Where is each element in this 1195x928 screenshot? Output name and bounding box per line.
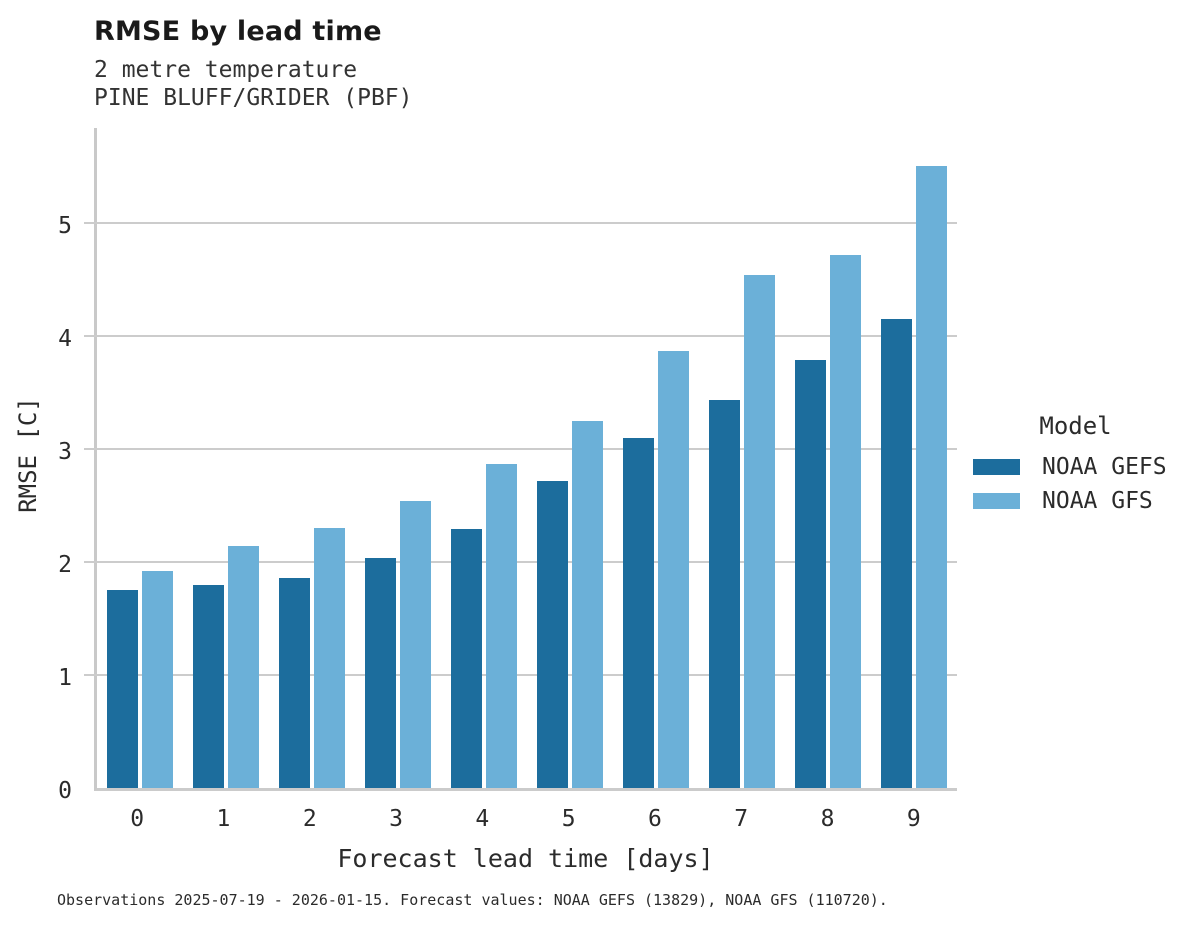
bar-noaa-gefs-lead-2 [279, 577, 310, 788]
bar-group-lead-9 [871, 128, 957, 788]
legend-swatch-noaa-gfs [973, 493, 1020, 509]
chart-subtitle-line-2: PINE BLUFF/GRIDER (PBF) [94, 85, 413, 111]
bar-noaa-gefs-lead-5 [537, 481, 568, 788]
caption-note: Observations 2025-07-19 - 2026-01-15. Fo… [57, 891, 888, 909]
chart-header: RMSE by lead time 2 metre temperature PI… [94, 16, 413, 112]
bars [97, 128, 957, 788]
bar-noaa-gfs-lead-3 [400, 501, 431, 788]
bar-noaa-gfs-lead-1 [228, 546, 259, 788]
chart-subtitle: 2 metre temperature PINE BLUFF/GRIDER (P… [94, 56, 413, 112]
bar-group-lead-0 [97, 128, 183, 788]
y-tick-label-3: 3 [58, 439, 72, 466]
bar-group-lead-4 [441, 128, 527, 788]
gridline-1 [84, 674, 957, 677]
y-tick-label-1: 1 [58, 665, 72, 692]
legend: Model NOAA GEFS NOAA GFS [973, 412, 1178, 518]
gridline-3 [84, 448, 957, 451]
x-tick-label-4: 4 [475, 806, 490, 832]
chart-title: RMSE by lead time [94, 16, 382, 47]
x-axis-label: Forecast lead time [days] [337, 844, 714, 873]
bar-noaa-gfs-lead-5 [572, 421, 603, 788]
bar-noaa-gfs-lead-4 [486, 464, 517, 788]
x-tick-label-7: 7 [734, 806, 749, 832]
x-tick-label-0: 0 [130, 806, 145, 832]
bar-noaa-gefs-lead-4 [451, 529, 482, 788]
gridline-4 [84, 335, 957, 338]
plot-area [84, 128, 957, 791]
x-tick-label-5: 5 [561, 806, 576, 832]
bar-noaa-gfs-lead-7 [744, 275, 775, 788]
bar-noaa-gfs-lead-0 [142, 571, 173, 788]
bar-noaa-gfs-lead-6 [658, 350, 689, 788]
y-tick-label-5: 5 [58, 213, 72, 240]
bar-noaa-gefs-lead-0 [107, 590, 138, 788]
bar-group-lead-2 [269, 128, 355, 788]
legend-label-noaa-gfs: NOAA GFS [1042, 488, 1153, 514]
bar-noaa-gefs-lead-3 [365, 557, 396, 788]
x-tick-label-9: 9 [906, 806, 921, 832]
bar-group-lead-7 [699, 128, 785, 788]
y-tick-label-2: 2 [58, 552, 72, 579]
x-tick-label-3: 3 [389, 806, 403, 832]
bar-group-lead-1 [183, 128, 269, 788]
legend-entry-noaa-gfs: NOAA GFS [973, 484, 1178, 518]
bar-noaa-gefs-lead-6 [623, 438, 654, 788]
x-tick-labels: 0 1 2 3 4 5 6 7 8 9 [94, 806, 957, 832]
legend-label-noaa-gefs: NOAA GEFS [1042, 454, 1167, 480]
y-tick-labels: 0 1 2 3 4 5 [0, 128, 78, 804]
y-tick-label-4: 4 [58, 326, 72, 353]
y-tick-label-0: 0 [58, 778, 72, 804]
gridline-2 [84, 561, 957, 564]
bar-noaa-gfs-lead-9 [916, 166, 947, 788]
x-tick-label-6: 6 [648, 806, 662, 832]
x-tick-label-2: 2 [302, 806, 317, 832]
gridline-5 [84, 222, 957, 225]
gridlines [84, 128, 957, 788]
bar-group-lead-6 [613, 128, 699, 788]
bar-noaa-gefs-lead-8 [795, 359, 826, 788]
bar-noaa-gefs-lead-9 [881, 319, 912, 788]
bar-noaa-gfs-lead-2 [314, 528, 345, 788]
bar-group-lead-3 [355, 128, 441, 788]
bar-group-lead-8 [785, 128, 871, 788]
bar-noaa-gefs-lead-1 [193, 584, 224, 788]
legend-entry-noaa-gefs: NOAA GEFS [973, 450, 1178, 484]
bar-group-lead-5 [527, 128, 613, 788]
chart-subtitle-line-1: 2 metre temperature [94, 57, 358, 83]
bar-noaa-gfs-lead-8 [830, 255, 861, 788]
x-tick-label-8: 8 [820, 806, 835, 832]
x-tick-label-1: 1 [216, 806, 231, 832]
legend-title: Model [1039, 412, 1112, 440]
bar-noaa-gefs-lead-7 [709, 400, 740, 788]
legend-swatch-noaa-gefs [973, 459, 1020, 475]
